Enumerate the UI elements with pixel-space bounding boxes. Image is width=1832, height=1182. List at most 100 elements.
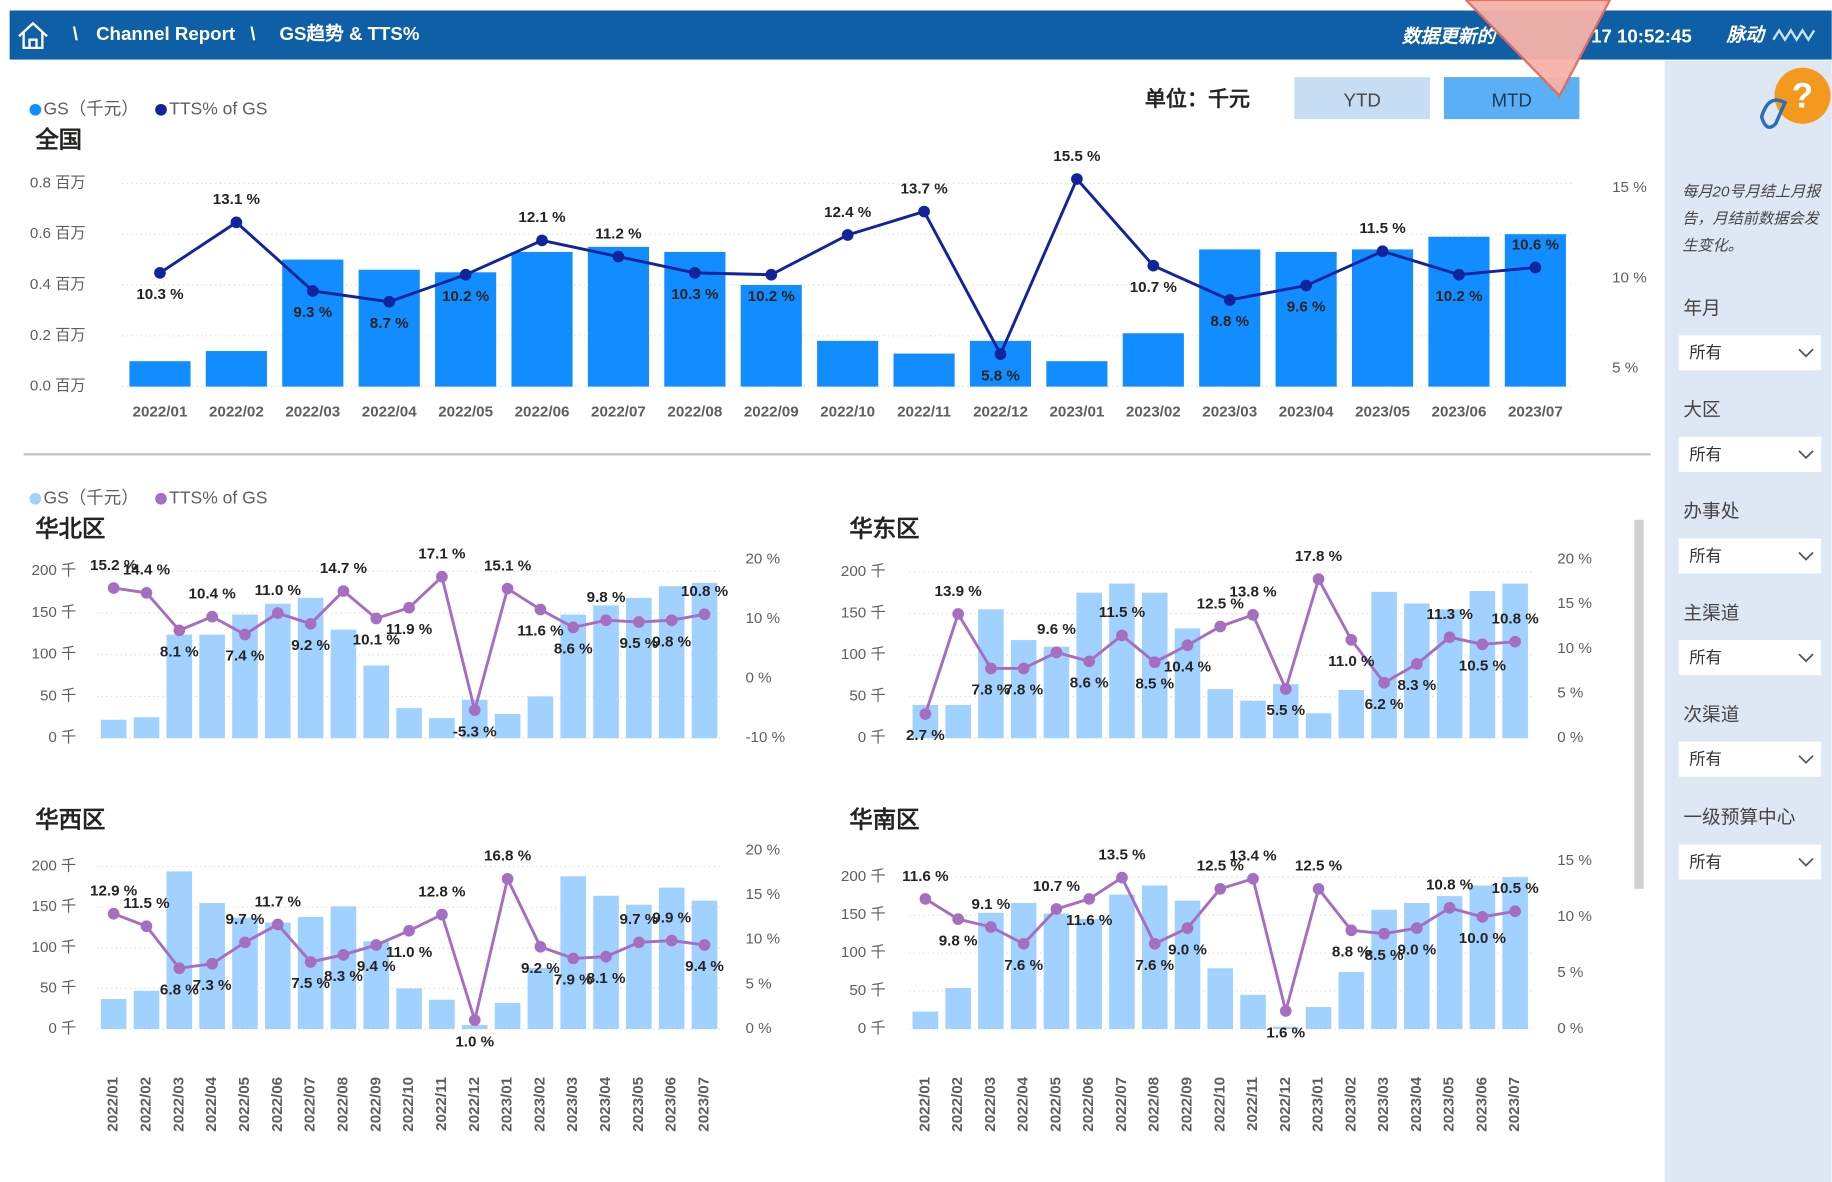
y-tick-label: 200 千 [841, 563, 886, 580]
line-point [985, 663, 997, 675]
x-tick-label: 2022/01 [105, 1076, 122, 1131]
x-tick-label: 2022/06 [1080, 1077, 1097, 1132]
data-label: 8.1 % [587, 970, 626, 987]
data-label: 13.4 % [1229, 848, 1277, 865]
legend-label: TTS% of GS [169, 98, 267, 118]
bar [495, 1003, 521, 1029]
line-point [469, 704, 481, 716]
line-point [1051, 903, 1063, 915]
bar [1502, 584, 1528, 739]
x-tick-label: 2022/08 [667, 403, 722, 420]
data-label: 10.4 % [1164, 658, 1212, 675]
filter-value: 所有 [1689, 751, 1722, 769]
x-tick-label: 2022/09 [1179, 1077, 1196, 1132]
legend-label: GS（千元） [44, 487, 139, 507]
data-label: 11.0 % [1328, 653, 1375, 670]
data-label: 5.5 % [1266, 702, 1305, 719]
data-label: 10.2 % [442, 288, 490, 305]
y2-tick-label: 20 % [745, 841, 780, 858]
x-tick-label: 2022/10 [820, 403, 875, 420]
line-point [1051, 647, 1063, 659]
data-label: -5.3 % [453, 723, 497, 740]
y2-tick-label: -10 % [745, 729, 785, 746]
bar [1240, 701, 1266, 738]
data-label: 10.2 % [748, 288, 796, 305]
bar [1044, 647, 1070, 738]
bar [1339, 690, 1365, 738]
bar [894, 354, 955, 387]
line-point [108, 908, 120, 920]
line-point [1477, 639, 1489, 651]
dashboard: \ Channel Report \ GS趋势 & TTS% 数据更新的 17 … [0, 0, 1832, 1182]
y-tick-label: 0.0 百万 [30, 378, 86, 395]
bar [1175, 901, 1201, 1029]
filter-value: 所有 [1689, 344, 1722, 362]
x-tick-label: 2023/07 [1508, 403, 1563, 420]
data-label: 11.2 % [595, 225, 642, 242]
data-label: 9.8 % [652, 633, 691, 650]
x-tick-label: 2023/01 [1049, 403, 1104, 420]
line-point [338, 585, 350, 597]
help-icon-text: ? [1792, 76, 1813, 115]
x-tick-label: 2022/08 [334, 1077, 351, 1132]
legend-marker [155, 493, 167, 505]
data-label: 11.6 % [517, 623, 564, 640]
line-point [173, 625, 185, 637]
chart-title: 华西区 [35, 805, 105, 832]
y2-tick-label: 0 % [745, 670, 771, 687]
x-tick-label: 2023/05 [630, 1076, 647, 1131]
line-point [1280, 1005, 1292, 1017]
data-label: 9.6 % [1037, 621, 1076, 638]
y2-tick-label: 20 % [1557, 550, 1592, 567]
line-point [1224, 294, 1236, 306]
data-label: 14.4 % [123, 562, 171, 579]
line-point [1149, 656, 1161, 668]
data-label: 9.1 % [972, 896, 1011, 913]
data-label: 2.7 % [906, 727, 945, 744]
x-tick-label: 2023/03 [1202, 403, 1257, 420]
x-tick-label: 2023/04 [1279, 403, 1334, 420]
data-label: 1.0 % [455, 1033, 494, 1050]
bar [282, 260, 343, 387]
x-tick-label: 2022/09 [367, 1077, 384, 1132]
data-label: 7.4 % [226, 648, 265, 665]
bar [129, 361, 190, 386]
y2-tick-label: 10 % [745, 610, 780, 627]
legend-marker [30, 493, 42, 505]
y2-tick-label: 5 % [1557, 964, 1583, 981]
bar [1437, 896, 1463, 1029]
breadcrumb[interactable]: Channel Report [96, 23, 235, 44]
line-point [1345, 634, 1357, 646]
line-point [1116, 630, 1128, 642]
filter-label: 年月 [1683, 297, 1720, 318]
line-point [952, 913, 964, 925]
scrollbar[interactable] [1634, 520, 1643, 889]
line-point [1477, 911, 1489, 923]
bar [101, 999, 127, 1029]
line-point [1411, 922, 1423, 934]
bar [232, 918, 258, 1029]
line-point [370, 613, 382, 625]
data-label: 10.0 % [1459, 930, 1507, 947]
line-point [1411, 658, 1423, 670]
data-label: 11.5 % [1359, 220, 1406, 237]
data-label: 7.6 % [1004, 957, 1043, 974]
line-point [141, 587, 153, 599]
line-point [699, 608, 711, 620]
x-tick-label: 2022/04 [1015, 1076, 1032, 1131]
breadcrumb[interactable]: GS趋势 & TTS% [279, 23, 419, 44]
line-point [1530, 262, 1542, 274]
y-tick-label: 0.6 百万 [30, 225, 86, 242]
filter-value: 所有 [1689, 853, 1722, 871]
line-point [633, 936, 645, 948]
data-label: 16.8 % [484, 848, 532, 865]
bar [396, 708, 422, 738]
y2-tick-label: 10 % [1557, 640, 1592, 657]
y-tick-label: 150 千 [841, 906, 886, 923]
bar [1371, 910, 1397, 1029]
x-tick-label: 2023/01 [1310, 1076, 1327, 1131]
x-tick-label: 2022/05 [236, 1076, 253, 1131]
data-label: 17.1 % [418, 546, 466, 563]
line-point [1378, 928, 1390, 940]
data-label: 10.7 % [1033, 878, 1081, 895]
